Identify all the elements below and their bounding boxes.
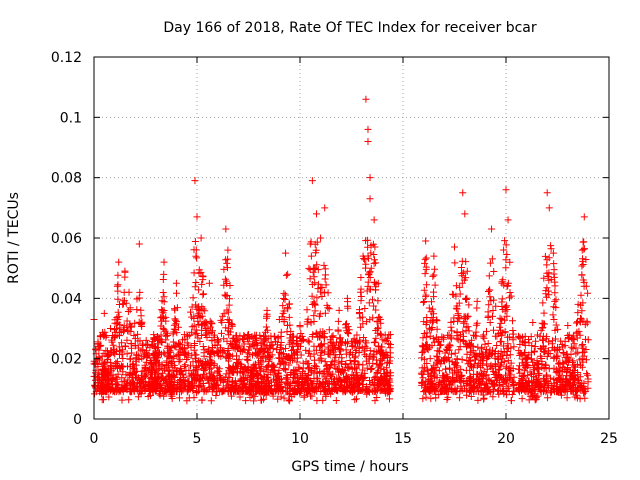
data-point <box>430 252 438 260</box>
x-tick-label: 20 <box>497 431 515 447</box>
data-point <box>100 309 108 317</box>
data-point <box>422 237 430 245</box>
data-point <box>374 279 382 287</box>
data-point <box>245 331 252 339</box>
data-point <box>191 177 199 185</box>
data-point <box>135 240 143 248</box>
x-tick-label: 5 <box>193 431 202 447</box>
data-point <box>529 318 537 326</box>
data-point <box>459 189 467 197</box>
data-point <box>282 249 290 257</box>
data-point <box>317 234 325 242</box>
data-point <box>121 267 129 275</box>
data-point <box>308 177 316 185</box>
data-point <box>366 174 374 182</box>
data-point <box>296 321 304 329</box>
data-point <box>160 258 168 266</box>
y-axis-title: ROTI / TECUs <box>6 192 22 284</box>
data-point <box>312 210 320 218</box>
data-point <box>473 297 481 305</box>
data-point <box>115 258 123 266</box>
data-point <box>549 249 557 257</box>
grid-lines <box>94 57 609 419</box>
data-point <box>263 306 271 314</box>
y-tick-label: 0.1 <box>60 110 82 126</box>
data-point <box>275 315 283 323</box>
data-point <box>451 243 458 251</box>
y-tick-label: 0.02 <box>51 352 82 368</box>
data-point <box>193 213 201 221</box>
data-point <box>545 204 553 212</box>
data-point <box>321 204 329 212</box>
data-point <box>343 294 351 302</box>
data-point <box>578 246 586 254</box>
data-point <box>564 321 572 329</box>
data-point <box>461 210 469 218</box>
data-point <box>205 279 213 287</box>
data-points <box>90 95 592 405</box>
data-point <box>502 186 510 194</box>
y-tick-label: 0.04 <box>51 291 82 307</box>
data-point-cloud <box>90 236 592 405</box>
data-point <box>306 240 314 248</box>
data-point <box>125 288 133 296</box>
data-point <box>364 125 372 133</box>
data-point <box>284 270 292 278</box>
data-point <box>364 137 372 145</box>
data-point <box>498 279 506 287</box>
x-tick-label: 15 <box>394 431 412 447</box>
x-axis-title: GPS time / hours <box>291 459 408 475</box>
y-axis-ticks: 0 0.02 0.04 0.06 0.08 0.1 0.12 <box>51 50 609 428</box>
data-point <box>224 246 232 254</box>
data-point <box>222 225 230 233</box>
y-tick-label: 0.12 <box>51 50 82 66</box>
data-point <box>94 340 102 348</box>
x-axis-ticks: 0 5 10 15 20 25 <box>90 57 618 447</box>
data-point <box>488 225 496 233</box>
data-point <box>582 282 590 290</box>
x-tick-label: 0 <box>90 431 99 447</box>
data-point <box>366 195 374 203</box>
data-point <box>580 213 588 221</box>
chart-title: Day 166 of 2018, Rate Of TEC Index for r… <box>163 20 537 36</box>
y-tick-label: 0.06 <box>51 231 82 247</box>
data-point <box>378 355 386 363</box>
data-point <box>197 234 205 242</box>
data-point <box>370 216 378 224</box>
data-point <box>362 95 370 103</box>
data-point <box>335 306 343 314</box>
y-tick-label: 0 <box>73 412 82 428</box>
x-tick-label: 25 <box>600 431 618 447</box>
data-point <box>543 189 551 197</box>
data-point <box>504 216 512 224</box>
y-tick-label: 0.08 <box>51 171 82 187</box>
data-point <box>172 279 180 287</box>
x-tick-label: 10 <box>291 431 309 447</box>
data-point <box>106 325 114 332</box>
data-point <box>574 300 582 308</box>
